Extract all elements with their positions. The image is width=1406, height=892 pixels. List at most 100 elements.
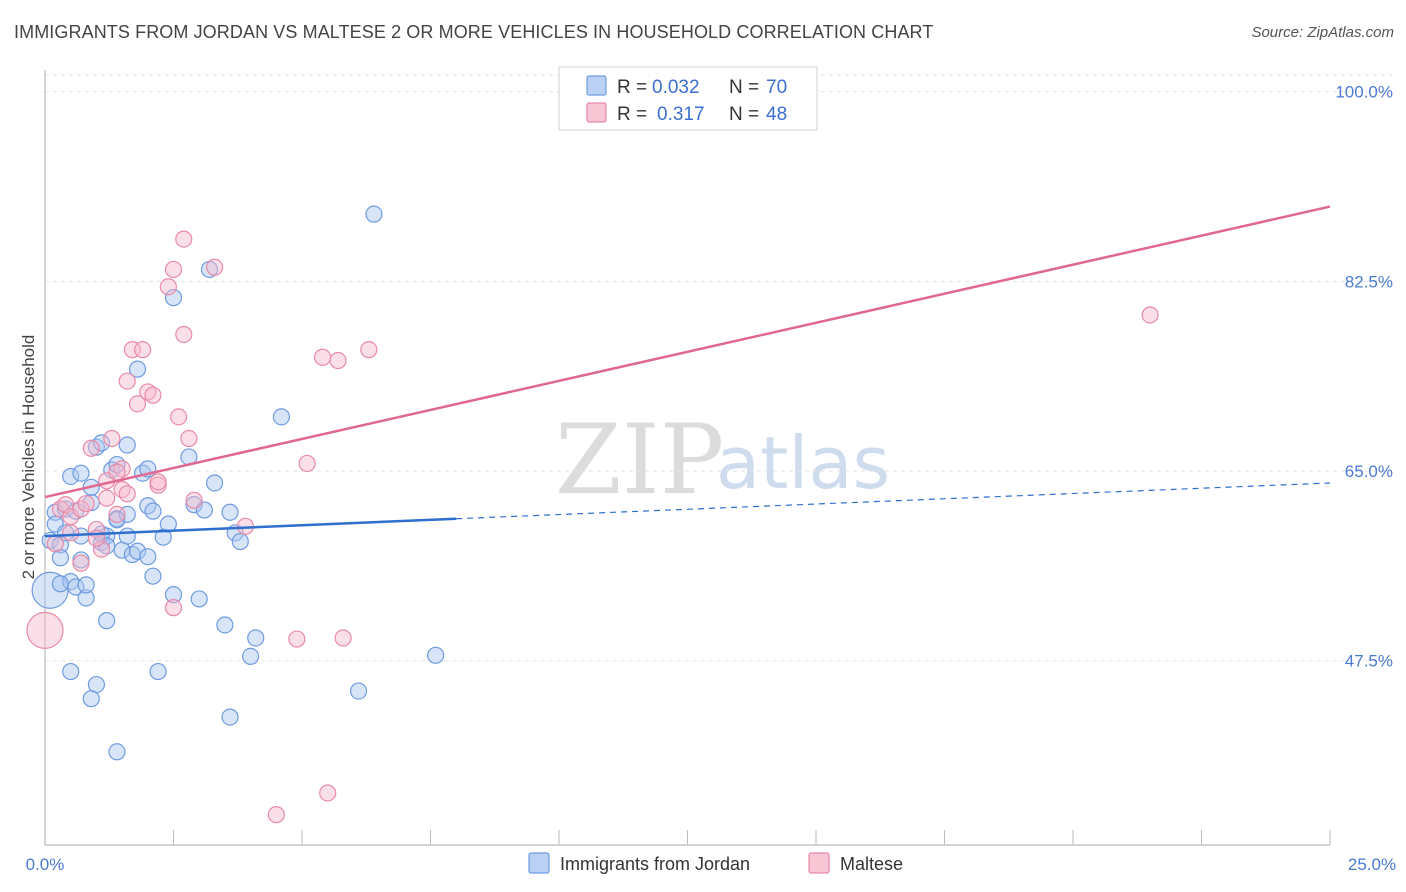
legend-r-value-jordan: 0.032 bbox=[652, 77, 700, 98]
source-label: Source: ZipAtlas.com bbox=[1251, 24, 1394, 41]
point-maltese bbox=[46, 535, 64, 553]
point-maltese bbox=[118, 372, 136, 390]
point-maltese bbox=[108, 463, 126, 481]
point-jordan bbox=[206, 474, 224, 492]
legend-n-value-jordan: 70 bbox=[766, 77, 787, 98]
point-maltese bbox=[164, 260, 183, 279]
point-maltese bbox=[26, 611, 64, 649]
trend-line-maltese bbox=[44, 205, 1331, 499]
point-jordan bbox=[154, 528, 172, 546]
point-jordan bbox=[128, 360, 147, 378]
point-maltese bbox=[128, 395, 147, 413]
point-maltese bbox=[144, 386, 162, 404]
series-jordan-points bbox=[31, 205, 445, 761]
point-jordan bbox=[118, 527, 136, 545]
point-jordan bbox=[72, 464, 90, 482]
point-jordan bbox=[77, 589, 95, 607]
point-jordan bbox=[149, 662, 167, 681]
trend-line-jordan bbox=[44, 517, 457, 538]
point-jordan bbox=[98, 612, 116, 630]
bottom-legend-label-jordan: Immigrants from Jordan bbox=[560, 854, 750, 874]
legend-r-label-jordan: R = bbox=[617, 77, 647, 98]
point-maltese bbox=[62, 524, 80, 542]
point-maltese bbox=[164, 599, 183, 617]
point-jordan bbox=[118, 436, 136, 454]
point-maltese bbox=[103, 429, 121, 448]
correlation-legend: R = 0.032 N = 70 R = 0.317 N = 48 bbox=[558, 66, 818, 131]
y-tick-label: 47.5% bbox=[1345, 652, 1393, 671]
point-jordan bbox=[159, 515, 177, 533]
point-jordan bbox=[51, 575, 70, 593]
point-maltese bbox=[1141, 306, 1159, 324]
point-jordan bbox=[92, 434, 111, 452]
point-jordan bbox=[231, 532, 249, 551]
point-jordan bbox=[128, 542, 147, 560]
legend-r-label-maltese: R = bbox=[617, 104, 647, 125]
point-jordan bbox=[77, 576, 95, 594]
point-jordan bbox=[221, 503, 239, 521]
point-jordan bbox=[139, 548, 157, 566]
trend-line-jordan-extension bbox=[456, 482, 1331, 520]
bottom-legend-label-maltese: Maltese bbox=[840, 854, 903, 874]
gridlines bbox=[45, 74, 1392, 662]
series-maltese-points bbox=[26, 230, 1159, 824]
point-jordan bbox=[272, 408, 291, 426]
y-tick-label: 100.0% bbox=[1335, 83, 1393, 102]
point-jordan bbox=[349, 682, 368, 700]
point-maltese bbox=[175, 230, 193, 248]
point-jordan bbox=[185, 496, 203, 514]
chart-title: IMMIGRANTS FROM JORDAN VS MALTESE 2 OR M… bbox=[14, 22, 934, 42]
y-tick-label: 65.0% bbox=[1345, 462, 1393, 481]
point-maltese bbox=[82, 439, 100, 457]
point-maltese bbox=[267, 806, 285, 824]
point-jordan bbox=[247, 629, 265, 647]
point-maltese bbox=[113, 460, 131, 478]
point-maltese bbox=[319, 784, 337, 802]
x-tick-label-end: 25.0% bbox=[1348, 855, 1396, 874]
point-jordan bbox=[144, 567, 162, 585]
point-maltese bbox=[185, 491, 203, 509]
y-axis-label: 2 or more Vehicles in Household bbox=[19, 335, 38, 580]
point-jordan bbox=[164, 289, 183, 307]
point-jordan bbox=[144, 502, 162, 520]
y-tick-label: 82.5% bbox=[1345, 272, 1393, 291]
x-tick-label-start: 0.0% bbox=[26, 855, 65, 874]
point-maltese bbox=[206, 258, 224, 276]
point-jordan bbox=[365, 205, 383, 223]
point-jordan bbox=[221, 708, 239, 726]
point-maltese bbox=[288, 630, 306, 648]
point-jordan bbox=[82, 690, 100, 708]
y-tick-labels: 47.5% 65.0% 82.5% 100.0% bbox=[1335, 83, 1393, 671]
point-maltese bbox=[108, 505, 126, 524]
bottom-legend-swatch-jordan bbox=[528, 852, 550, 874]
legend-swatch-maltese bbox=[586, 102, 607, 123]
point-jordan bbox=[108, 743, 126, 761]
point-jordan bbox=[62, 467, 80, 486]
legend-n-label-jordan: N = bbox=[729, 77, 759, 98]
x-axis-ticks bbox=[44, 830, 1331, 845]
point-jordan bbox=[242, 647, 260, 665]
series-legend: Immigrants from Jordan Maltese bbox=[528, 852, 903, 874]
point-maltese bbox=[92, 540, 111, 558]
point-jordan bbox=[108, 511, 126, 529]
point-maltese bbox=[72, 554, 90, 572]
point-maltese bbox=[118, 485, 136, 503]
point-maltese bbox=[298, 454, 316, 473]
point-maltese bbox=[134, 341, 152, 359]
point-maltese bbox=[329, 351, 347, 370]
point-maltese bbox=[139, 383, 157, 401]
point-maltese bbox=[360, 341, 378, 359]
point-maltese bbox=[170, 408, 188, 426]
point-maltese bbox=[334, 629, 352, 647]
point-maltese bbox=[175, 325, 193, 344]
point-jordan bbox=[62, 662, 80, 681]
point-maltese bbox=[77, 494, 95, 513]
point-jordan bbox=[216, 616, 234, 634]
watermark-atlas: atlas bbox=[716, 421, 890, 505]
point-maltese bbox=[180, 429, 198, 448]
bottom-legend-swatch-maltese bbox=[808, 852, 830, 874]
point-maltese bbox=[313, 348, 332, 366]
legend-swatch-jordan bbox=[586, 75, 607, 96]
legend-r-value-maltese: 0.317 bbox=[657, 104, 705, 125]
point-jordan bbox=[190, 590, 208, 608]
